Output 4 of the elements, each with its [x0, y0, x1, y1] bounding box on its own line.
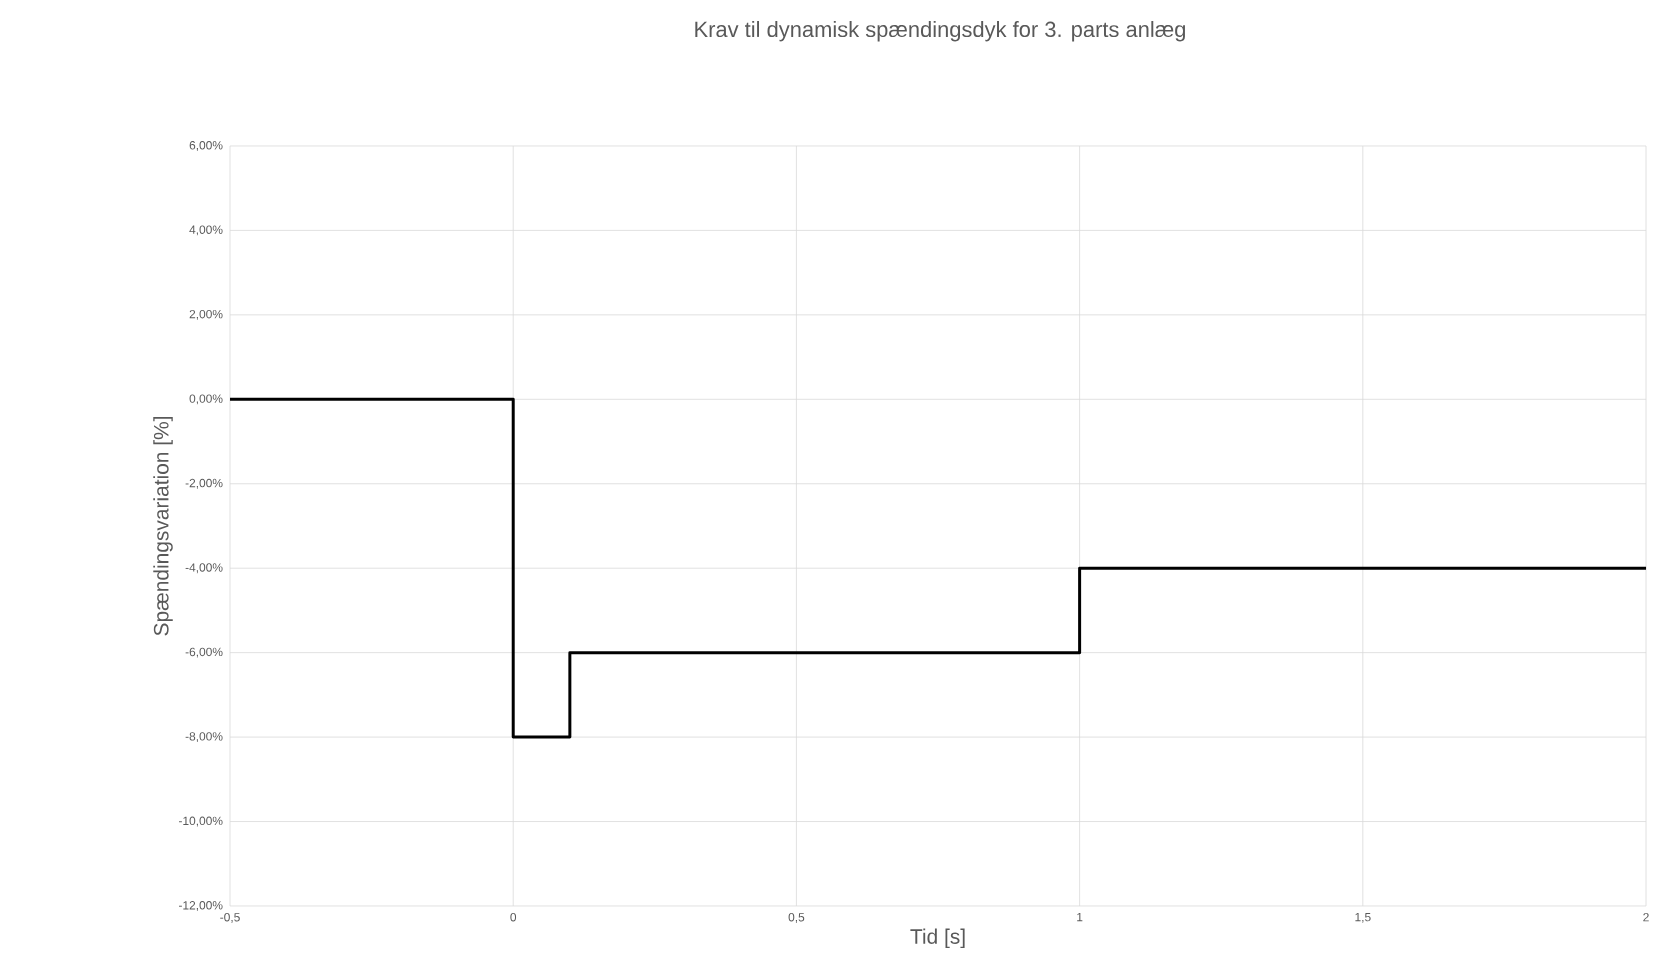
line-series: [228, 397, 1648, 739]
y-axis-title: Spændingsvariation [%]: [153, 416, 173, 636]
x-axis-title: Tid [s]: [910, 928, 965, 948]
chart-title: Krav til dynamisk spændingsdyk for 3. parts anlæg: [695, 20, 1186, 42]
